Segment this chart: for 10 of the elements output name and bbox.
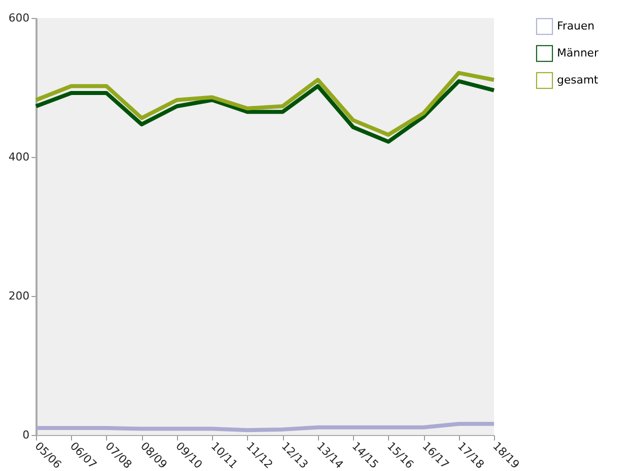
y-tick-label: 600 <box>8 12 30 24</box>
line-series <box>34 422 496 432</box>
line-series <box>34 79 496 144</box>
y-tick-label: 200 <box>8 290 30 302</box>
y-tick-label: 0 <box>22 428 30 442</box>
y-tick-label: 400 <box>8 150 30 164</box>
line-series <box>34 70 496 137</box>
legend-label: gesamt <box>557 74 599 86</box>
legend-label: Männer <box>557 46 599 60</box>
legend-label: Frauen <box>557 20 595 32</box>
